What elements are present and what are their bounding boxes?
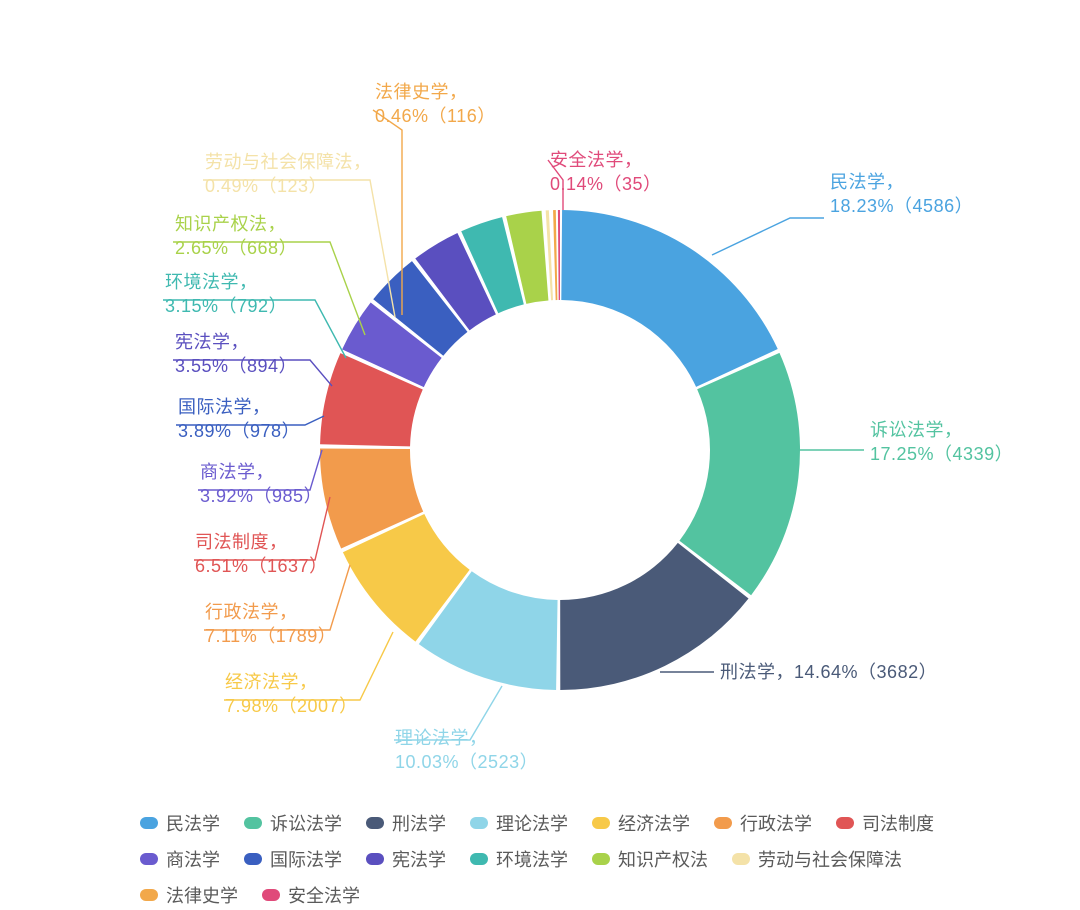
legend: 民法学 诉讼法学 刑法学 理论法学 经济法学 行政法学 司法制度商法学 国际法学 宪法学 环境法学… <box>140 810 1020 908</box>
legend-swatch <box>140 817 158 829</box>
legend-swatch <box>836 817 854 829</box>
legend-label: 环境法学 <box>496 846 568 872</box>
legend-swatch <box>470 853 488 865</box>
legend-item: 宪法学 <box>366 846 446 872</box>
slice-label: 刑法学，14.64%（3682） <box>720 660 937 684</box>
legend-swatch <box>366 817 384 829</box>
slice-label: 国际法学，3.89%（978） <box>178 395 300 444</box>
legend-item: 诉讼法学 <box>244 810 342 836</box>
slice-label: 诉讼法学，17.25%（4339） <box>870 418 1013 467</box>
legend-label: 理论法学 <box>496 810 568 836</box>
slice-label: 商法学，3.92%（985） <box>200 460 322 509</box>
legend-swatch <box>244 817 262 829</box>
slice-label: 司法制度，6.51%（1637） <box>195 530 328 579</box>
legend-label: 劳动与社会保障法 <box>758 846 902 872</box>
legend-item: 安全法学 <box>262 882 360 908</box>
legend-item: 经济法学 <box>592 810 690 836</box>
legend-label: 诉讼法学 <box>270 810 342 836</box>
legend-swatch <box>140 889 158 901</box>
legend-swatch <box>732 853 750 865</box>
legend-label: 商法学 <box>166 846 220 872</box>
slice-label: 劳动与社会保障法，0.49%（123） <box>205 150 372 199</box>
slice-label: 民法学，18.23%（4586） <box>830 170 973 219</box>
legend-item: 法律史学 <box>140 882 238 908</box>
legend-label: 国际法学 <box>270 846 342 872</box>
legend-item: 行政法学 <box>714 810 812 836</box>
legend-swatch <box>470 817 488 829</box>
legend-swatch <box>592 817 610 829</box>
slice-label: 理论法学，10.03%（2523） <box>395 726 538 775</box>
legend-item: 理论法学 <box>470 810 568 836</box>
legend-swatch <box>262 889 280 901</box>
legend-label: 宪法学 <box>392 846 446 872</box>
legend-label: 刑法学 <box>392 810 446 836</box>
legend-item: 国际法学 <box>244 846 342 872</box>
legend-swatch <box>140 853 158 865</box>
donut-slice <box>558 210 560 300</box>
leader-line <box>712 218 824 255</box>
legend-label: 法律史学 <box>166 882 238 908</box>
legend-swatch <box>244 853 262 865</box>
slice-label: 宪法学，3.55%（894） <box>175 330 297 379</box>
legend-item: 商法学 <box>140 846 220 872</box>
legend-item: 劳动与社会保障法 <box>732 846 902 872</box>
legend-item: 民法学 <box>140 810 220 836</box>
legend-swatch <box>592 853 610 865</box>
slice-label: 环境法学，3.15%（792） <box>165 270 287 319</box>
legend-item: 知识产权法 <box>592 846 708 872</box>
legend-item: 刑法学 <box>366 810 446 836</box>
legend-label: 经济法学 <box>618 810 690 836</box>
legend-label: 行政法学 <box>740 810 812 836</box>
slice-label: 法律史学，0.46%（116） <box>375 80 496 129</box>
legend-label: 民法学 <box>166 810 220 836</box>
slice-label: 行政法学，7.11%（1789） <box>205 600 336 649</box>
donut-chart-container: 民法学，18.23%（4586） 诉讼法学，17.25%（4339） 刑法学，14.… <box>0 0 1080 910</box>
legend-label: 安全法学 <box>288 882 360 908</box>
slice-label: 安全法学，0.14%（35） <box>550 148 662 197</box>
slice-label: 知识产权法，2.65%（668） <box>175 212 297 261</box>
legend-item: 环境法学 <box>470 846 568 872</box>
legend-item: 司法制度 <box>836 810 934 836</box>
donut-slice <box>561 210 777 387</box>
legend-swatch <box>366 853 384 865</box>
legend-swatch <box>714 817 732 829</box>
legend-label: 知识产权法 <box>618 846 708 872</box>
slice-label: 经济法学，7.98%（2007） <box>225 670 358 719</box>
donut-slice <box>553 210 557 300</box>
legend-label: 司法制度 <box>862 810 934 836</box>
